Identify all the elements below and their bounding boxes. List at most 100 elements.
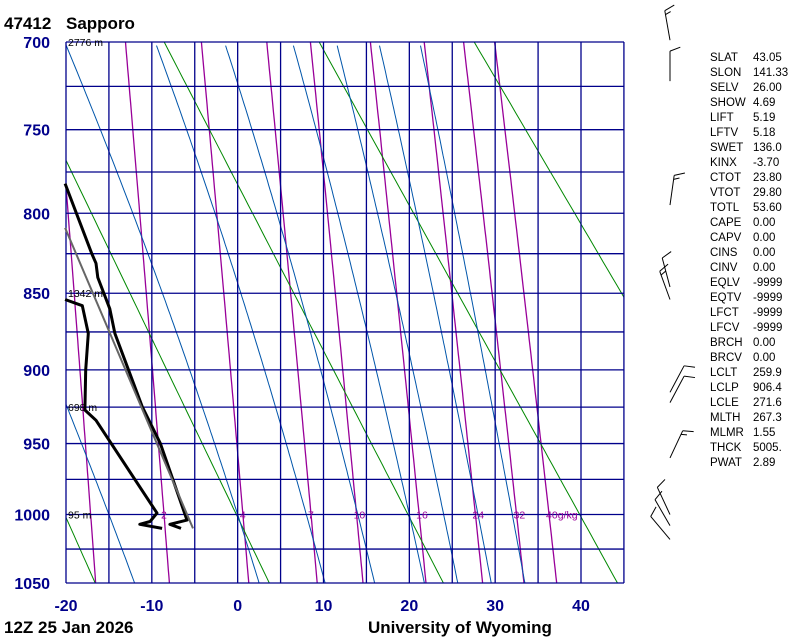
height-label: 95 m <box>68 510 92 522</box>
stat-value: 0.00 <box>753 337 775 349</box>
stat-value: 0.00 <box>753 217 775 229</box>
station-name: Sapporo <box>66 14 135 33</box>
stat-value: 0.00 <box>753 352 775 364</box>
pressure-tick-label: 700 <box>23 35 50 52</box>
stat-value: 271.6 <box>753 397 782 409</box>
stat-value: 259.9 <box>753 367 782 379</box>
mixing-ratio-label: 40g/kg <box>546 510 578 522</box>
mixing-ratio-line <box>266 42 318 583</box>
wind-barb <box>669 172 686 206</box>
pressure-tick-label: 1050 <box>14 576 50 593</box>
stat-label: KINX <box>710 157 737 169</box>
temperature-tick-label: 0 <box>233 598 242 615</box>
stat-label: BRCH <box>710 337 743 349</box>
pressure-tick-label: 800 <box>23 206 50 223</box>
wind-barb-half <box>660 270 666 276</box>
wind-barb <box>669 375 696 403</box>
stat-value: -9999 <box>753 307 782 319</box>
wind-barb-half <box>665 11 671 16</box>
stat-label: CAPE <box>710 217 742 229</box>
stat-label: CINV <box>710 262 738 274</box>
mixing-ratio-label: 16 <box>416 510 428 522</box>
stat-value: 43.05 <box>753 52 782 64</box>
wind-barb <box>661 251 672 288</box>
temperature-line <box>63 183 189 530</box>
wind-barb <box>650 506 671 540</box>
stat-label: THCK <box>710 442 742 454</box>
temperature-tick-label: 10 <box>315 598 333 615</box>
stat-label: TOTL <box>710 202 740 214</box>
stat-value: 267.3 <box>753 412 782 424</box>
mixing-ratio-line <box>493 42 558 583</box>
data-source: University of Wyoming <box>368 618 552 637</box>
stat-label: SLON <box>710 67 741 79</box>
temperature-tick-label: -20 <box>54 598 77 615</box>
stat-label: LCLT <box>710 367 737 379</box>
wind-barb-full <box>674 172 686 176</box>
pressure-tick-label: 950 <box>23 437 50 454</box>
wind-barb-staff <box>654 499 671 526</box>
mixing-ratio-line <box>200 42 250 583</box>
stat-value: 2.89 <box>753 457 775 469</box>
wind-barb-full <box>650 506 657 517</box>
dry-adiabat-line <box>163 42 444 583</box>
temperature-tick-label: 40 <box>572 598 590 615</box>
stat-label: EQTV <box>710 292 742 304</box>
wind-barb <box>669 365 696 393</box>
pressure-tick-label: 750 <box>23 123 50 140</box>
stat-value: -9999 <box>753 292 782 304</box>
moist-adiabat-line <box>66 402 136 583</box>
plot-area <box>66 42 624 583</box>
stat-label: CINS <box>710 247 738 259</box>
wind-barb <box>656 479 671 515</box>
wind-barb-full <box>684 365 696 368</box>
pressure-tick-label: 850 <box>23 286 50 303</box>
wind-barb <box>669 430 694 459</box>
wind-barb-full <box>682 430 694 433</box>
stat-value: 26.00 <box>753 82 782 94</box>
wind-barb <box>669 46 681 82</box>
stat-value: 0.00 <box>753 232 775 244</box>
dry-adiabat-line <box>473 42 624 299</box>
stat-label: LFTV <box>710 127 738 139</box>
wind-barb-full <box>684 375 696 379</box>
stat-value: 53.60 <box>753 202 782 214</box>
wind-barb-staff <box>661 257 671 288</box>
stat-label: CAPV <box>710 232 742 244</box>
stat-value: 5.19 <box>753 112 775 124</box>
stat-label: SELV <box>710 82 739 94</box>
height-label: 2776 m <box>68 37 103 49</box>
moist-adiabat-line <box>66 45 260 583</box>
observation-time: 12Z 25 Jan 2026 <box>4 618 133 637</box>
dewpoint-line <box>64 298 163 530</box>
wind-barb-staff <box>669 365 685 393</box>
stat-value: 23.80 <box>753 172 782 184</box>
mixing-ratio-label: 32 <box>514 510 526 522</box>
wind-barb <box>659 263 671 300</box>
wind-barb-full <box>669 46 681 52</box>
temperature-tick-label: 30 <box>486 598 504 615</box>
moist-adiabat-line <box>225 45 376 583</box>
wind-barb-staff <box>659 271 671 300</box>
wind-barb-full <box>664 4 675 12</box>
stat-value: 141.33 <box>753 67 788 79</box>
wind-barb-full <box>656 479 666 488</box>
moist-adiabat-line <box>379 45 492 583</box>
wind-barb-staff <box>650 516 671 540</box>
stat-value: -3.70 <box>753 157 779 169</box>
stat-label: BRCV <box>710 352 742 364</box>
stat-label: VTOT <box>710 187 740 199</box>
stat-label: MLTH <box>710 412 740 424</box>
moist-adiabat-line <box>336 45 459 583</box>
stat-value: 4.69 <box>753 97 775 109</box>
stat-label: EQLV <box>710 277 740 289</box>
height-label: 1342 m <box>68 288 103 300</box>
dry-adiabat-line <box>318 42 618 583</box>
stat-label: LCLE <box>710 397 739 409</box>
stat-label: LIFT <box>710 112 734 124</box>
wind-barb-half <box>673 177 680 180</box>
parcel-line <box>64 227 194 529</box>
stat-value: 0.00 <box>753 262 775 274</box>
wind-barb-full <box>654 490 663 500</box>
